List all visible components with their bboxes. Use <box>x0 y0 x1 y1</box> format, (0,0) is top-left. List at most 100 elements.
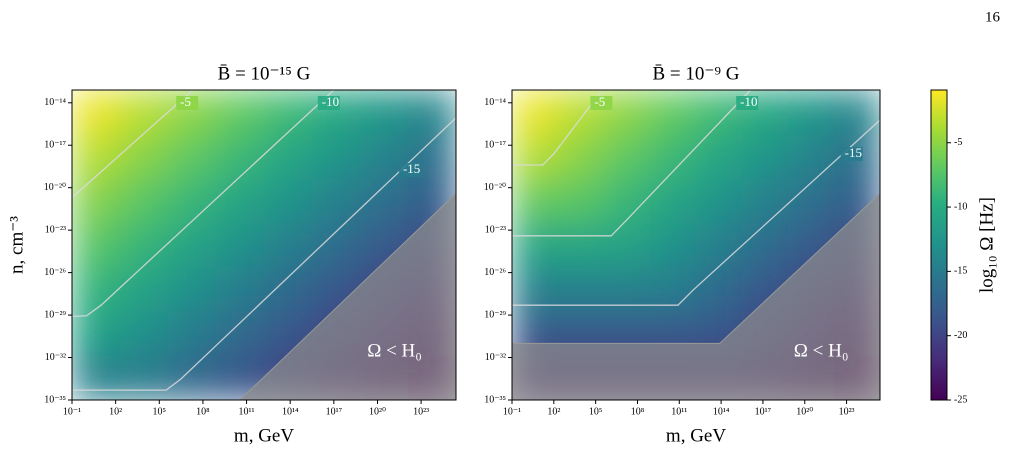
colorbar-tick-label: -25 <box>954 394 967 405</box>
y-tick-label: 10⁻²⁶ <box>484 267 506 278</box>
heat-cell <box>650 90 697 135</box>
contour-line <box>512 90 603 166</box>
heat-cell <box>120 311 169 357</box>
heat-cell <box>264 178 313 224</box>
colorbar-tick-label: -10 <box>954 201 967 212</box>
heat-cell <box>168 178 217 224</box>
x-tick-label: 10¹¹ <box>239 406 255 417</box>
heat-cell <box>604 222 651 268</box>
contour-label-bg <box>736 96 759 110</box>
x-tick-label: 10²³ <box>413 406 429 417</box>
heat-cell <box>216 178 265 224</box>
region <box>239 192 456 400</box>
heat-cell <box>604 267 651 312</box>
y-tick-label: 10⁻³⁵ <box>484 394 506 405</box>
colorbar-tick-label: -15 <box>954 266 967 277</box>
y-tick-label: 10⁻¹⁴ <box>44 97 66 108</box>
plot-frame <box>71 89 457 401</box>
heat-cell <box>264 134 313 180</box>
plot-area: -5 -10 -15 <box>72 90 456 400</box>
heat-cell <box>408 90 456 135</box>
heat-cell <box>558 134 605 180</box>
heat-cell <box>168 355 217 400</box>
chart-title: B̄ = 10⁻⁹ G <box>652 63 739 84</box>
contour-label: -15 <box>845 145 862 160</box>
heat-cell <box>650 222 697 268</box>
contour-label-bg <box>176 96 199 110</box>
colorbar-tick-label: -5 <box>954 137 962 148</box>
heat-cell <box>216 222 265 268</box>
x-axis-label: m, GeV <box>234 425 294 446</box>
x-tick-label: 10⁸ <box>631 406 645 417</box>
y-tick-label: 10⁻¹⁷ <box>44 140 66 151</box>
contour-line <box>512 90 752 237</box>
plot-area: -5 -10 -15 <box>512 90 880 400</box>
x-tick-label: 10²³ <box>839 406 855 417</box>
x-axis-label: m, GeV <box>666 425 726 446</box>
x-tick-label: 10⁸ <box>196 406 210 417</box>
heat-cell <box>512 90 559 135</box>
heat-cell <box>72 134 121 180</box>
heat-cell <box>604 134 651 180</box>
colorbar-tick-label: -20 <box>954 330 967 341</box>
heat-cell <box>120 134 169 180</box>
heat-cell <box>264 267 313 312</box>
heat-cell <box>312 222 361 268</box>
heat-cell <box>168 267 217 312</box>
contour-line <box>72 90 335 318</box>
contour-label: -15 <box>403 161 420 176</box>
heat-cell <box>216 134 265 180</box>
y-tick-label: 10⁻³² <box>45 352 66 363</box>
y-tick-label: 10⁻³² <box>485 352 506 363</box>
y-tick-label: 10⁻²³ <box>485 224 506 235</box>
heat-cell <box>120 178 169 224</box>
heat-cell <box>72 90 121 135</box>
heat-cell <box>120 222 169 268</box>
heat-cell <box>512 267 559 312</box>
heat-cell <box>168 311 217 357</box>
contour-label-bg <box>398 163 421 178</box>
heat-cell <box>558 267 605 312</box>
x-tick-label: 10¹⁷ <box>755 406 772 417</box>
contour-label: -5 <box>180 94 191 109</box>
heat-cell <box>696 178 743 224</box>
heat-cell <box>312 134 361 180</box>
heat-cell <box>216 267 265 312</box>
heat-cell <box>216 90 265 135</box>
heat-cell <box>742 134 789 180</box>
heat-cell <box>168 134 217 180</box>
x-tick-label: 10¹⁷ <box>326 406 343 417</box>
y-tick-label: 10⁻¹⁷ <box>484 140 506 151</box>
heat-cell <box>120 267 169 312</box>
heat-cell <box>558 178 605 224</box>
heat-cell <box>512 222 559 268</box>
heat-cell <box>72 267 121 312</box>
chart-title: B̄ = 10⁻¹⁵ G <box>218 63 311 84</box>
plot-frame <box>511 89 881 401</box>
contour-line <box>72 90 194 199</box>
heat-cell <box>264 90 313 135</box>
y-axis-label: n, cm⁻³ <box>6 216 27 274</box>
colorbar <box>930 89 948 401</box>
heat-cell <box>72 222 121 268</box>
colorbar-label: log₁₀ Ω [Hz] <box>976 197 997 293</box>
contour-label-bg <box>317 96 340 110</box>
x-tick-label: 10⁵ <box>153 406 167 417</box>
heat-cell <box>72 311 121 357</box>
contour-label: -5 <box>594 94 605 109</box>
heat-cell <box>558 222 605 268</box>
heat-cell <box>120 90 169 135</box>
heat-cell <box>120 355 169 400</box>
heat-cell <box>312 178 361 224</box>
heat-cell <box>72 355 121 400</box>
heat-cell <box>742 222 789 268</box>
x-tick-label: 10¹⁴ <box>282 406 299 417</box>
heat-cell <box>788 90 835 135</box>
y-tick-label: 10⁻²³ <box>45 224 66 235</box>
page-number: 16 <box>985 9 1001 25</box>
heat-cell <box>216 311 265 357</box>
x-tick-label: 10⁻¹ <box>503 406 521 417</box>
y-tick-label: 10⁻²⁹ <box>484 309 506 320</box>
heat-cell <box>788 134 835 180</box>
